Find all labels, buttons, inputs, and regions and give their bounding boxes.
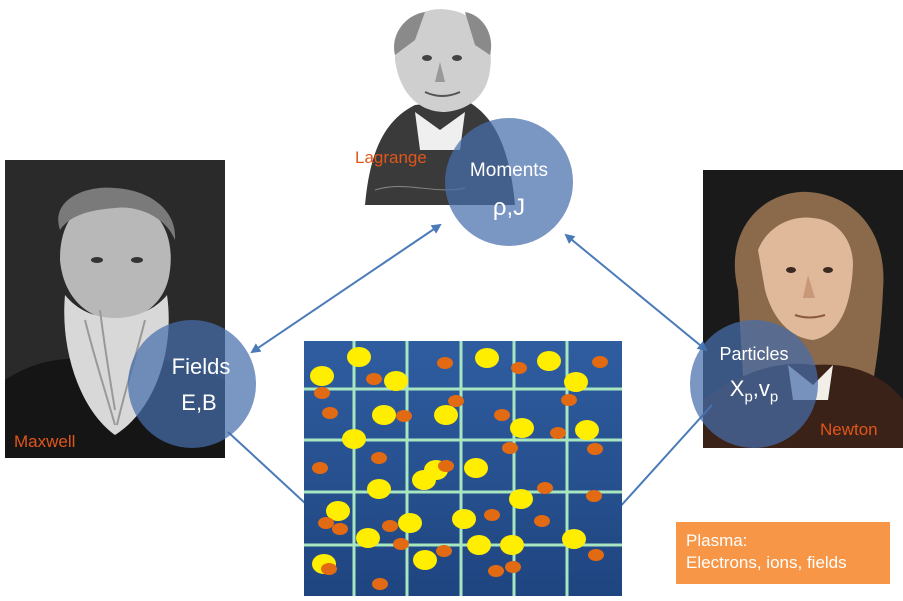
arrow-fields-moments: [250, 223, 442, 354]
electron-particle: [561, 394, 577, 406]
ion-particle: [562, 529, 586, 549]
ion-particle: [564, 372, 588, 392]
ion-particle: [509, 489, 533, 509]
electron-particle: [587, 443, 603, 455]
electron-particle: [586, 490, 602, 502]
ion-particle: [398, 513, 422, 533]
ion-particle: [384, 371, 408, 391]
particles-sep: ,: [752, 376, 759, 401]
arrow-moments-particles: [564, 233, 708, 352]
moments-node: Moments ρ,J: [445, 118, 573, 246]
ion-particle: [347, 347, 371, 367]
ion-particles: [310, 347, 599, 574]
particles-x: X: [729, 376, 745, 401]
electron-particle: [372, 578, 388, 590]
ion-particle: [537, 351, 561, 371]
electron-particle: [588, 549, 604, 561]
particles-symbols: Xp,vp: [690, 376, 818, 405]
electron-particle: [534, 515, 550, 527]
newton-label: Newton: [820, 420, 878, 439]
moments-symbols: ρ,J: [492, 194, 526, 221]
electron-particle: [437, 357, 453, 369]
ion-particle: [434, 405, 458, 425]
particles-node: Particles Xp,vp: [690, 320, 818, 448]
electron-particle: [332, 523, 348, 535]
ion-particle: [500, 535, 524, 555]
ion-particle: [310, 366, 334, 386]
electron-particle: [511, 362, 527, 374]
electron-particle: [436, 545, 452, 557]
electron-particles: [312, 356, 608, 590]
electron-particle: [484, 509, 500, 521]
fields-symbols: E,B: [181, 390, 217, 415]
plasma-grid: [304, 341, 622, 596]
particles-sub-2: p: [769, 388, 779, 406]
particles-sub-1: p: [744, 388, 753, 406]
ion-particle: [452, 509, 476, 529]
electron-particle: [438, 460, 454, 472]
lagrange-label: Lagrange: [355, 148, 427, 167]
electron-particle: [312, 462, 328, 474]
electron-particle: [393, 538, 409, 550]
plasma-line-1: Plasma:: [686, 531, 748, 550]
ion-particle: [356, 528, 380, 548]
ion-particle: [464, 458, 488, 478]
electron-particle: [505, 561, 521, 573]
electron-particle: [318, 517, 334, 529]
maxwell-label: Maxwell: [14, 432, 76, 451]
electron-particle: [592, 356, 608, 368]
electron-particle: [488, 565, 504, 577]
plasma-line-2: Electrons, ions, fields: [686, 553, 847, 572]
electron-particle: [550, 427, 566, 439]
particles-v: v: [758, 376, 770, 401]
moments-title: Moments: [469, 160, 549, 181]
ion-particle: [342, 429, 366, 449]
electron-particle: [321, 563, 337, 575]
electron-particle: [537, 482, 553, 494]
ion-particle: [575, 420, 599, 440]
ion-particle: [367, 479, 391, 499]
electron-particle: [448, 395, 464, 407]
ion-particle: [510, 418, 534, 438]
electron-particle: [494, 409, 510, 421]
electron-particle: [382, 520, 398, 532]
ion-particle: [372, 405, 396, 425]
electron-particle: [366, 373, 382, 385]
particles-title: Particles: [719, 344, 789, 364]
ion-particle: [467, 535, 491, 555]
ion-particle: [412, 470, 436, 490]
ion-particle: [413, 550, 437, 570]
electron-particle: [322, 407, 338, 419]
electron-particle: [396, 410, 412, 422]
fields-title: Fields: [171, 354, 231, 379]
ion-particle: [475, 348, 499, 368]
ion-particle: [326, 501, 350, 521]
fields-node: Fields E,B: [128, 320, 256, 448]
electron-particle: [371, 452, 387, 464]
plasma-caption-box: Plasma: Electrons, ions, fields: [676, 522, 890, 584]
electron-particle: [502, 442, 518, 454]
electron-particle: [314, 387, 330, 399]
